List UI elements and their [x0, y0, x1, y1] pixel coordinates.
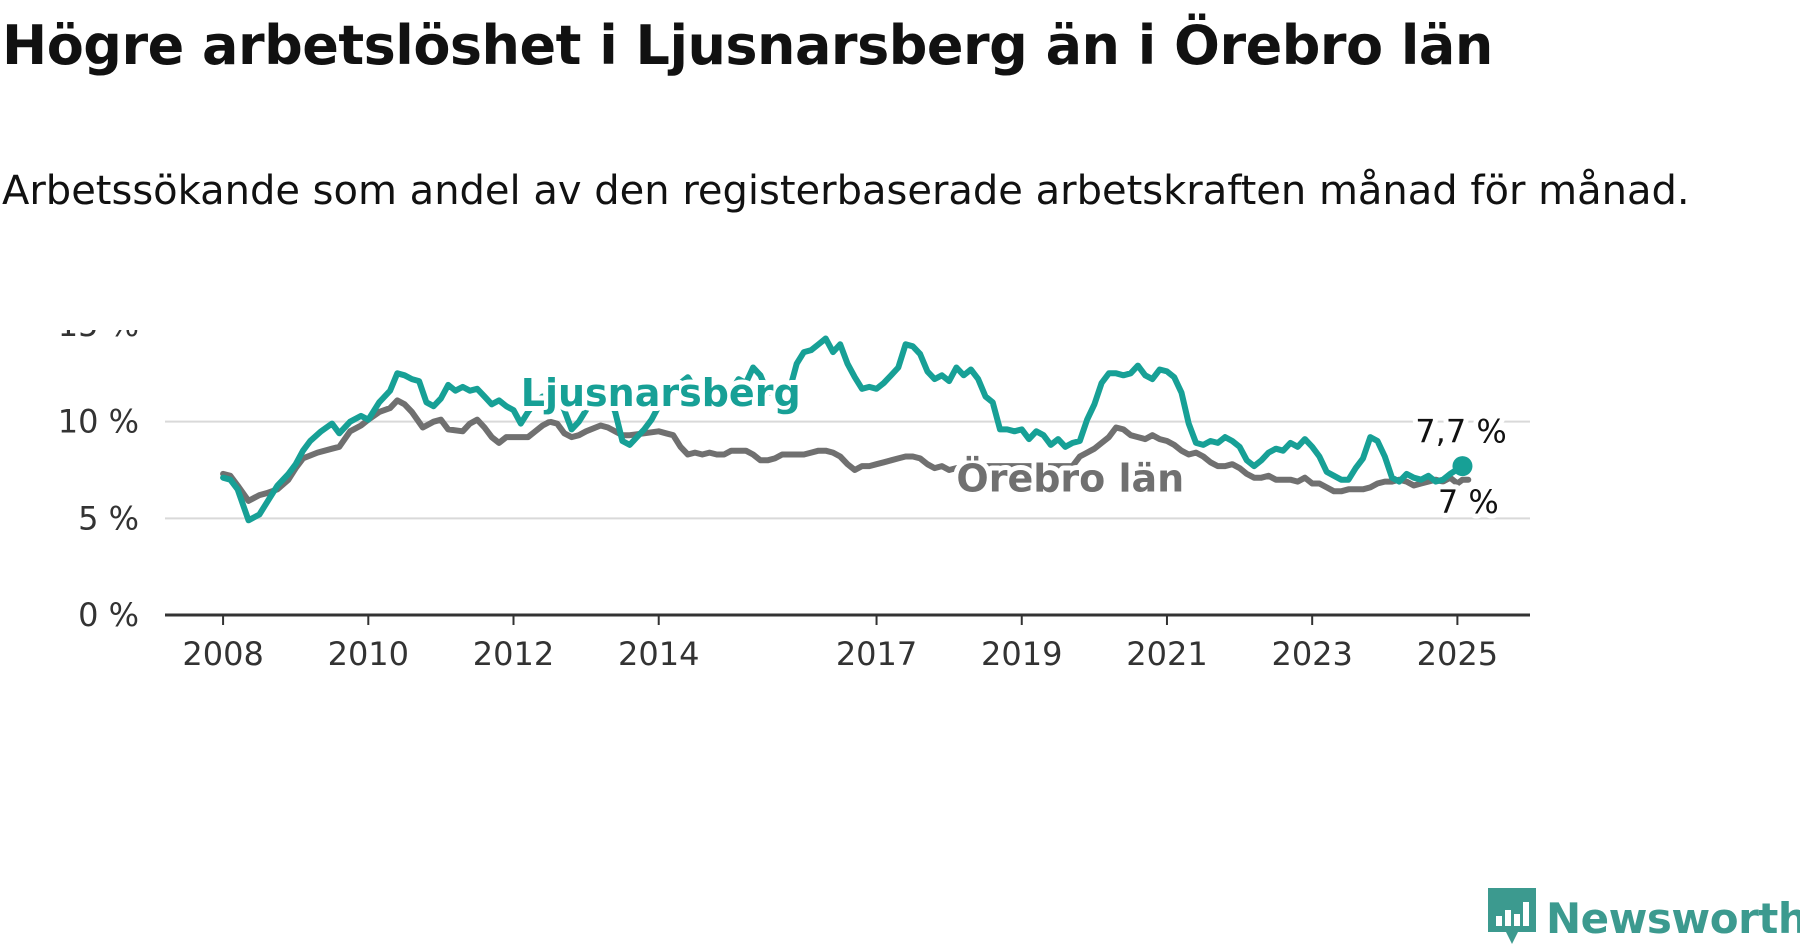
x-tick-label: 2010: [328, 635, 409, 673]
series-lines: [220, 335, 1473, 524]
orebro-lan-line: [220, 397, 1472, 504]
x-tick-label: 2014: [618, 635, 699, 673]
gridlines: [165, 420, 1530, 617]
y-axis-ticks: 0 % 5 % 10 % 15 %: [58, 330, 139, 634]
line-chart: 0 %5 %10 %15 % 2008201020122014201720192…: [58, 330, 1530, 673]
y-tick-label: 10 %: [58, 403, 139, 441]
series-label-ljusnarsberg: Ljusnarsberg: [521, 371, 801, 415]
ljusnarsberg-end-dot: [1452, 456, 1473, 477]
end-value-orebro-lan-halo: 7 %: [1438, 483, 1499, 521]
series-label-orebro-lan-halo: Örebro län: [956, 457, 1184, 501]
brand-name: Newsworthy: [1546, 893, 1800, 943]
x-tick-label: 2025: [1417, 635, 1498, 673]
x-tick-label: 2008: [182, 635, 263, 673]
chart-subtitle: Arbetssökande som andel av den registerb…: [2, 168, 1690, 214]
y-tick-label: 15 %: [58, 330, 139, 344]
chart-title: Högre arbetslöshet i Ljusnarsberg än i Ö…: [2, 14, 1493, 77]
x-axis-ticks: 2008 2010 2012 2014 2017 2019 2021 2023 2025: [182, 615, 1498, 673]
end-value-orebro-lan: 7 %: [1438, 483, 1499, 521]
y-tick-label: 0 %: [78, 596, 139, 634]
x-tick-label: 2012: [473, 635, 554, 673]
y-tick-label: 5 %: [78, 499, 139, 537]
end-value-ljusnarsberg-halo: 7,7 %: [1415, 413, 1506, 451]
ljusnarsberg-line: [220, 335, 1466, 524]
brand-logo: Newsworthy: [1488, 888, 1800, 948]
x-tick-label: 2019: [981, 635, 1062, 673]
x-tick-label: 2017: [836, 635, 917, 673]
series-label-ljusnarsberg-halo: Ljusnarsberg: [521, 371, 801, 415]
end-value-ljusnarsberg: 7,7 %: [1415, 413, 1506, 451]
x-tick-label: 2023: [1271, 635, 1352, 673]
newsworthy-logo-icon: [1488, 888, 1536, 944]
x-tick-label: 2021: [1126, 635, 1207, 673]
series-label-orebro-lan: Örebro län: [956, 457, 1184, 501]
